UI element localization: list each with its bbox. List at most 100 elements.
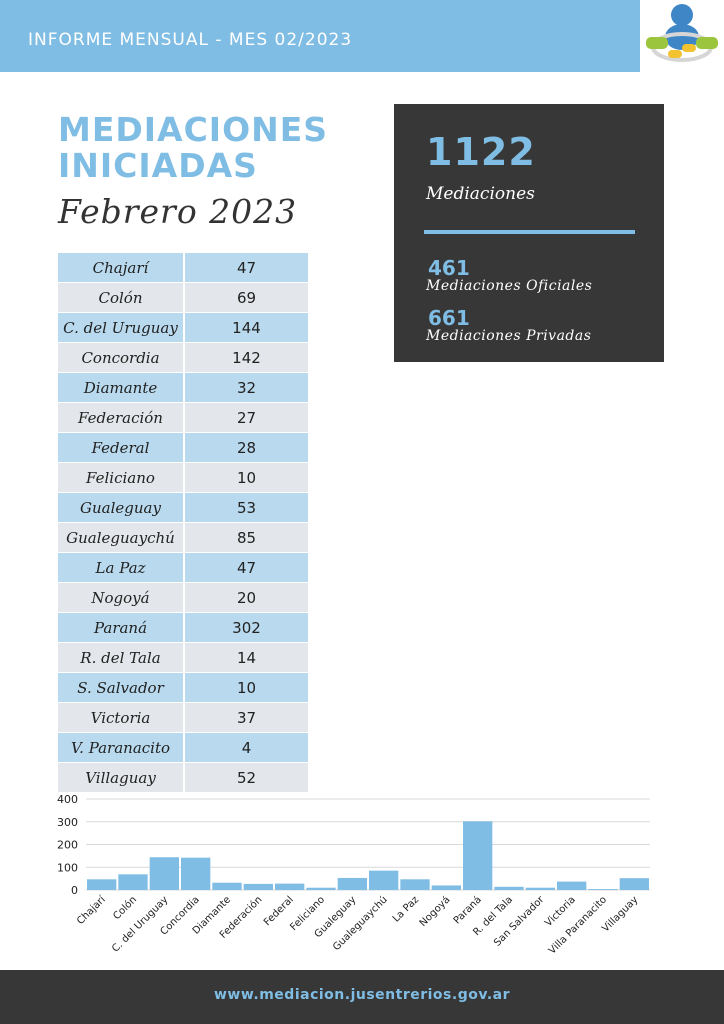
y-tick-label: 100 — [57, 861, 78, 874]
heading-line-1: MEDIACIONES — [58, 110, 329, 149]
x-tick-label: Gualeguaychú — [330, 894, 389, 953]
chart-bar — [87, 879, 117, 890]
chart-bar — [588, 889, 618, 890]
header-bar: INFORME MENSUAL - MES 02/2023 — [0, 0, 640, 72]
chart-bar — [181, 857, 211, 890]
department-count: 85 — [184, 522, 308, 553]
table-row: R. del Tala 14 — [58, 642, 308, 673]
summary-panel: 1122 Mediaciones 461 Mediaciones Oficial… — [394, 104, 664, 362]
table-row: Gualeguay 53 — [58, 492, 308, 523]
table-row: Villaguay 52 — [58, 762, 308, 793]
department-name: Diamante — [58, 372, 185, 403]
table-row: V. Paranacito 4 — [58, 732, 308, 763]
chart-bar — [494, 886, 524, 890]
table-row: Paraná 302 — [58, 612, 308, 643]
table-row: Feliciano 10 — [58, 462, 308, 493]
department-name: Chajarí — [58, 253, 185, 283]
table-row: La Paz 47 — [58, 552, 308, 583]
department-name: Victoria — [58, 702, 185, 733]
department-name: Colón — [58, 282, 185, 313]
chart-bar — [337, 877, 367, 890]
table-row: Nogoyá 20 — [58, 582, 308, 613]
total-label: Mediaciones — [426, 184, 535, 204]
department-name: Federación — [58, 402, 185, 433]
department-count: 28 — [184, 432, 308, 463]
x-tick-label: C. del Uruguay — [110, 894, 170, 954]
privadas-count: 661 — [428, 306, 470, 330]
department-count: 69 — [184, 282, 308, 313]
main-heading: MEDIACIONES INICIADAS — [58, 112, 328, 184]
department-count: 27 — [184, 402, 308, 433]
department-name: Paraná — [58, 612, 185, 643]
y-tick-label: 0 — [71, 884, 78, 897]
department-count: 52 — [184, 762, 308, 793]
chart-bar — [275, 883, 305, 890]
department-count: 144 — [184, 312, 308, 343]
chart-bar — [525, 887, 555, 890]
chart-bar — [557, 881, 587, 890]
department-table: Chajarí 47 Colón 69 C. del Uruguay 144 Concord… — [58, 253, 308, 793]
department-count: 302 — [184, 612, 308, 643]
chart-bar — [369, 870, 399, 890]
summary-divider — [424, 230, 635, 234]
chart-bar — [212, 882, 242, 890]
total-count: 1122 — [426, 130, 536, 174]
footer-website-link[interactable]: www.mediacion.jusentrerios.gov.ar — [214, 987, 510, 1003]
footer-bar: www.mediacion.jusentrerios.gov.ar — [0, 970, 724, 1024]
chart-bar — [149, 857, 179, 890]
department-name: Nogoyá — [58, 582, 185, 613]
x-tick-label: Villa Paranacito — [547, 894, 609, 956]
table-row: Colón 69 — [58, 282, 308, 313]
department-name: V. Paranacito — [58, 732, 185, 763]
department-name: La Paz — [58, 552, 185, 583]
y-tick-label: 300 — [57, 816, 78, 829]
department-count: 37 — [184, 702, 308, 733]
y-tick-label: 400 — [57, 793, 78, 806]
department-count: 10 — [184, 672, 308, 703]
department-count: 14 — [184, 642, 308, 673]
x-tick-label: La Paz — [391, 894, 421, 924]
department-name: C. del Uruguay — [58, 312, 185, 343]
department-name: R. del Tala — [58, 642, 185, 673]
department-name: Concordia — [58, 342, 185, 373]
department-name: S. Salvador — [58, 672, 185, 703]
department-count: 47 — [184, 552, 308, 583]
chart-bar — [619, 878, 649, 890]
chart-bar — [463, 821, 493, 890]
x-tick-label: Chajarí — [74, 893, 108, 927]
department-name: Villaguay — [58, 762, 185, 793]
privadas-label: Mediaciones Privadas — [426, 328, 592, 344]
report-title: INFORME MENSUAL - MES 02/2023 — [28, 30, 353, 50]
table-row: Federal 28 — [58, 432, 308, 463]
table-row: Diamante 32 — [58, 372, 308, 403]
department-name: Gualeguaychú — [58, 522, 185, 553]
mediation-logo-icon — [640, 0, 724, 72]
chart-bar — [243, 883, 273, 890]
department-count: 32 — [184, 372, 308, 403]
table-row: Concordia 142 — [58, 342, 308, 373]
department-name: Feliciano — [58, 462, 185, 493]
department-count: 4 — [184, 732, 308, 763]
department-count: 47 — [184, 253, 308, 283]
x-tick-label: Colón — [111, 894, 140, 923]
period-subtitle: Febrero 2023 — [58, 192, 298, 231]
table-row: Gualeguaychú 85 — [58, 522, 308, 553]
x-tick-label: Nogoyá — [417, 894, 452, 929]
chart-bar — [400, 879, 430, 890]
department-name: Federal — [58, 432, 185, 463]
table-row: Victoria 37 — [58, 702, 308, 733]
table-row: Chajarí 47 — [58, 253, 308, 283]
oficiales-count: 461 — [428, 256, 470, 280]
table-row: C. del Uruguay 144 — [58, 312, 308, 343]
oficiales-label: Mediaciones Oficiales — [426, 278, 593, 294]
table-row: S. Salvador 10 — [58, 672, 308, 703]
department-count: 20 — [184, 582, 308, 613]
department-count: 142 — [184, 342, 308, 373]
y-tick-label: 200 — [57, 839, 78, 852]
chart-bar — [118, 874, 148, 890]
department-name: Gualeguay — [58, 492, 185, 523]
chart-bar — [306, 887, 336, 890]
heading-line-2: INICIADAS — [58, 146, 258, 185]
department-count: 53 — [184, 492, 308, 523]
